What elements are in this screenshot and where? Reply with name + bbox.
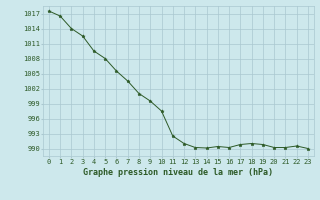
X-axis label: Graphe pression niveau de la mer (hPa): Graphe pression niveau de la mer (hPa) — [84, 168, 273, 177]
